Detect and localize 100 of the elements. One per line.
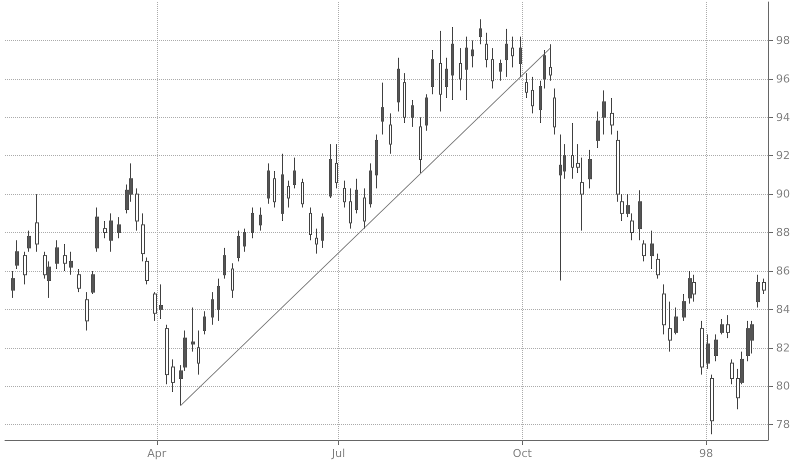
candlestick xyxy=(411,99,414,128)
candlestick xyxy=(159,284,163,320)
candlestick xyxy=(315,228,318,254)
candlestick xyxy=(471,40,474,68)
candlestick xyxy=(211,292,214,326)
candlestick xyxy=(700,320,704,376)
candlestick xyxy=(762,278,766,294)
candlestick xyxy=(363,188,366,230)
candlestick xyxy=(519,36,522,78)
candlestick xyxy=(335,144,338,189)
y-tick-label: 96 xyxy=(776,72,790,86)
candlestick xyxy=(539,80,542,124)
candlestick xyxy=(505,28,508,78)
candlestick xyxy=(459,48,462,91)
candlestick xyxy=(642,240,646,262)
candlestick xyxy=(381,82,384,136)
x-tick-label: Oct xyxy=(512,447,533,460)
candlestick xyxy=(662,284,666,335)
candlestick xyxy=(259,207,262,232)
candlestick xyxy=(674,306,678,335)
candlestick xyxy=(287,180,290,208)
candlestick xyxy=(95,207,99,252)
candlestick xyxy=(91,270,95,294)
candlestick xyxy=(141,212,145,262)
candlestick xyxy=(543,50,546,89)
candlestick xyxy=(309,207,312,241)
candlestick xyxy=(425,94,428,132)
candlestick xyxy=(485,32,488,68)
candlestick xyxy=(369,162,372,208)
candlestick xyxy=(682,294,686,322)
x-tick-label: Apr xyxy=(147,447,167,460)
candlestick xyxy=(329,144,332,198)
candlestick xyxy=(35,194,39,252)
candlestick xyxy=(656,253,660,280)
candlestick xyxy=(197,330,200,376)
candlestick xyxy=(171,358,175,392)
y-tick-label: 80 xyxy=(776,380,790,393)
candlestick xyxy=(397,57,400,112)
candlestick xyxy=(281,153,284,222)
candlestick xyxy=(650,230,654,270)
candlestick xyxy=(15,240,19,270)
candlestick xyxy=(588,149,592,189)
candlestick xyxy=(273,170,276,208)
candlestick xyxy=(343,180,346,208)
candlestick xyxy=(511,36,514,68)
candlestick xyxy=(223,247,226,280)
x-tick-label: Jul xyxy=(330,447,346,460)
candlestick xyxy=(726,314,730,339)
candlestick xyxy=(491,48,494,89)
candlestick xyxy=(419,116,422,174)
candlestick xyxy=(445,57,448,99)
candlestick xyxy=(231,262,234,298)
candlestick xyxy=(217,278,220,322)
candlestick xyxy=(706,334,710,370)
candlestick xyxy=(375,134,378,189)
candlestick xyxy=(714,334,718,362)
x-tick-label: 98 xyxy=(699,447,714,460)
candlestick xyxy=(267,162,270,204)
candlestick xyxy=(439,30,442,112)
candlestick xyxy=(69,251,73,276)
candlestick xyxy=(610,98,614,136)
candlestick xyxy=(730,358,734,385)
y-tick-label: 78 xyxy=(776,418,790,432)
candlestick xyxy=(596,111,600,148)
candlestick xyxy=(165,324,169,385)
candlestick xyxy=(301,178,304,208)
candlestick xyxy=(23,251,27,285)
candlestick xyxy=(109,212,113,252)
candlestick xyxy=(688,270,692,304)
candlestick xyxy=(638,190,642,241)
candlestick xyxy=(389,112,392,154)
candlestick xyxy=(27,230,31,252)
y-tick-label: 86 xyxy=(776,264,790,278)
candlestick xyxy=(746,320,750,362)
candlestick xyxy=(451,26,454,100)
candlestick xyxy=(499,59,502,82)
candlestick xyxy=(321,212,324,248)
candlestick xyxy=(117,216,121,239)
candlestick xyxy=(720,318,724,335)
candlestick xyxy=(103,220,107,239)
candlestick xyxy=(237,230,240,262)
candlestick xyxy=(710,374,714,435)
candlestick xyxy=(559,134,562,282)
candlestick xyxy=(251,207,254,239)
candlestick xyxy=(243,228,246,252)
candlestick xyxy=(549,44,552,82)
candlestick xyxy=(355,178,358,214)
candlestick xyxy=(349,188,352,230)
candlestick xyxy=(77,268,81,293)
candlestick xyxy=(135,188,139,232)
candlestick xyxy=(668,301,672,352)
candlestick xyxy=(293,157,296,189)
candlestick xyxy=(85,292,89,331)
y-tick-label: 90 xyxy=(776,188,790,201)
candlestick xyxy=(431,50,434,95)
candlestick xyxy=(756,274,760,308)
candlestick xyxy=(692,274,696,302)
candlestick xyxy=(571,122,574,180)
candlestick xyxy=(531,76,534,114)
candlestick xyxy=(203,310,206,335)
